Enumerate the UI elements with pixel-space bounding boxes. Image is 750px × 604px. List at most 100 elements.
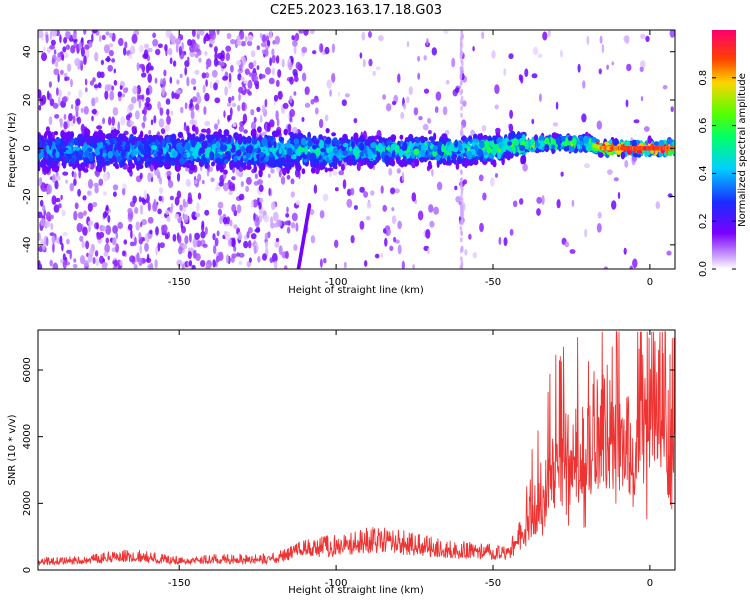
spectrogram-speckle	[270, 222, 275, 229]
spectrogram-speckle	[175, 37, 182, 45]
spectrogram-speckle	[460, 124, 464, 130]
spectrogram-speckle	[286, 226, 291, 234]
spectrogram-speckle	[91, 33, 94, 43]
spectrogram-speckle	[106, 55, 111, 63]
spectrogram-cell	[455, 162, 460, 170]
spectrogram-cell	[312, 144, 317, 150]
spectrogram-speckle	[59, 235, 63, 245]
spectrogram-speckle	[205, 58, 212, 68]
spectrogram-cell	[163, 147, 167, 155]
spectrogram-speckle	[102, 172, 109, 182]
y-tick-label: 2000	[22, 491, 33, 516]
spectrogram-speckle	[147, 73, 152, 83]
spectrogram-speckle	[512, 200, 518, 208]
spectrogram-speckle	[288, 61, 293, 71]
spectrogram-cell	[234, 143, 240, 151]
spectrogram-speckle	[108, 32, 113, 39]
spectrogram-cell	[324, 167, 328, 173]
spectrogram-speckle	[92, 77, 96, 83]
spectrogram-speckle	[213, 82, 218, 91]
spectrogram-speckle	[147, 47, 153, 53]
spectrogram-speckle	[246, 231, 250, 239]
spectrogram-speckle	[536, 196, 543, 204]
spectrogram-cell	[318, 139, 325, 149]
spectrogram-speckle	[209, 38, 215, 45]
spectrogram-speckle	[425, 229, 431, 239]
spectrogram-speckle	[40, 238, 44, 246]
spectrogram-speckle	[144, 242, 149, 252]
spectrogram-speckle	[326, 79, 332, 89]
spectrogram-cell	[340, 163, 345, 172]
colorbar-tick-label: 0.6	[698, 118, 709, 134]
spectrogram-cell	[199, 133, 206, 141]
spectrogram-speckle	[481, 125, 487, 132]
spectrogram-speckle	[51, 236, 56, 244]
spectrogram-cell	[261, 137, 268, 147]
spectrogram-cell	[211, 143, 217, 150]
spectrogram-speckle	[249, 72, 252, 77]
spectrogram-cell	[442, 158, 447, 166]
spectrogram-cell	[514, 151, 519, 157]
spectrogram-speckle	[459, 169, 463, 175]
spectrogram-cell	[176, 142, 183, 151]
spectrogram-speckle	[556, 199, 561, 209]
spectrogram-speckle	[343, 261, 347, 269]
spectrogram-speckle	[125, 114, 131, 121]
spectrogram-speckle	[38, 89, 42, 99]
spectrogram-cell	[77, 154, 83, 160]
spectrogram-speckle	[49, 44, 55, 50]
spectrogram-cell	[399, 160, 405, 168]
spectrogram-cell	[243, 157, 249, 163]
spectrogram-speckle	[214, 237, 219, 247]
spectrogram-speckle	[69, 249, 72, 260]
spectrogram-cell	[65, 149, 73, 155]
spectrogram-speckle	[322, 193, 329, 202]
spectrogram-speckle	[368, 58, 373, 67]
spectrogram-cell	[483, 140, 490, 148]
spectrogram-speckle	[629, 265, 633, 269]
spectrogram-speckle	[294, 76, 299, 83]
spectrogram-cell	[252, 148, 258, 153]
spectrogram-speckle	[623, 35, 630, 43]
spectrogram-speckle	[269, 30, 273, 39]
spectrogram-cell	[318, 134, 323, 140]
spectrogram-speckle	[209, 166, 214, 172]
spectrogram-cell	[620, 151, 626, 160]
spectrogram-speckle	[460, 79, 463, 85]
spectrogram-speckle	[58, 203, 62, 209]
spectrogram-speckle	[417, 72, 421, 80]
spectrogram-speckle	[273, 222, 279, 228]
spectrogram-cell	[427, 141, 431, 147]
snr-y-axis-label: SNR (10 * v/v)	[7, 414, 18, 485]
spectrogram-speckle	[276, 118, 280, 127]
spectrogram-speckle	[196, 202, 200, 213]
spectrogram-speckle	[190, 78, 197, 85]
spectrogram-speckle	[59, 118, 63, 124]
spectrogram-speckle	[397, 220, 402, 230]
spectrogram-cell	[530, 138, 535, 146]
spectrogram-speckle	[43, 46, 46, 52]
spectrogram-cell	[406, 158, 413, 165]
spectrogram-speckle	[268, 173, 271, 178]
spectrogram-speckle	[552, 122, 559, 127]
spectrogram-speckle	[80, 46, 85, 57]
spectrogram-speckle	[68, 113, 73, 122]
spectrogram-cell	[148, 160, 152, 166]
spectrogram-speckle	[378, 35, 384, 42]
spectrogram-speckle	[312, 50, 317, 55]
spectrogram-speckle	[364, 260, 368, 267]
spectrogram-speckle	[62, 232, 68, 237]
spectrogram-speckle	[401, 260, 405, 269]
spectrogram-cell	[420, 144, 428, 150]
spectrogram-speckle	[127, 223, 133, 231]
spectrogram-speckle	[81, 240, 85, 248]
spectrogram-cell	[307, 141, 313, 147]
spectrogram-speckle	[247, 91, 252, 96]
spectrogram-cell	[395, 155, 401, 165]
spectrogram-speckle	[58, 96, 61, 106]
spectrogram-cell	[466, 151, 473, 160]
spectrogram-speckle	[482, 192, 487, 201]
spectrogram-speckle	[104, 243, 110, 254]
spectrogram-speckle	[259, 32, 263, 39]
spectrogram-speckle	[225, 52, 230, 61]
